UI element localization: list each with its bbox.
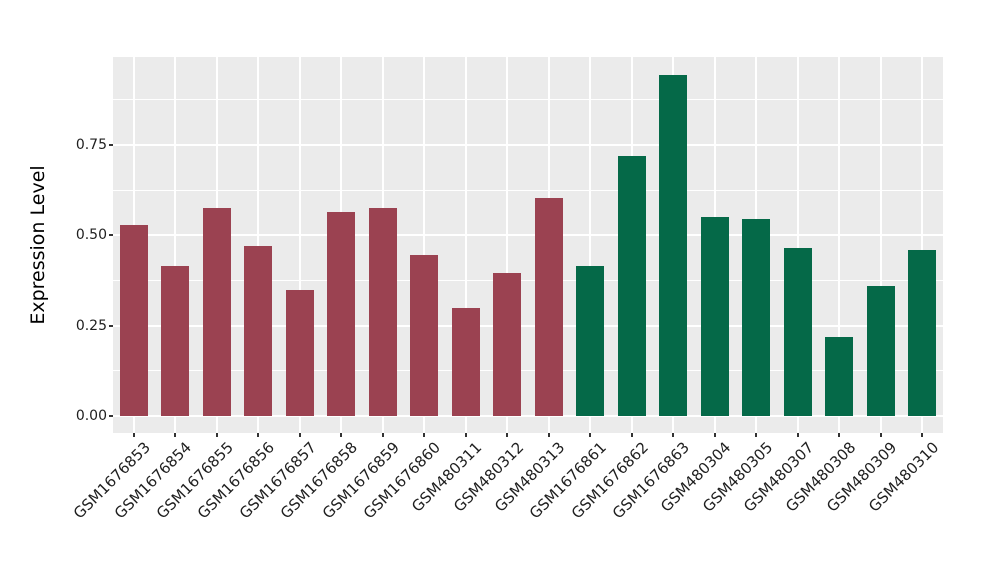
bar bbox=[285, 289, 314, 416]
x-tick-mark bbox=[838, 433, 841, 437]
x-tick-mark bbox=[257, 433, 260, 437]
x-tick-mark bbox=[174, 433, 177, 437]
bar bbox=[825, 336, 854, 416]
x-tick-mark bbox=[132, 433, 135, 437]
y-tick-mark bbox=[109, 324, 113, 327]
gridline-vertical bbox=[879, 57, 882, 433]
gridline-vertical bbox=[423, 57, 426, 433]
y-tick-label: 0.50 bbox=[75, 227, 107, 244]
bar bbox=[202, 208, 231, 416]
bar bbox=[534, 197, 563, 417]
x-tick-mark bbox=[381, 433, 384, 437]
gridline-major-horizontal bbox=[113, 234, 943, 237]
gridline-major-horizontal bbox=[113, 324, 943, 327]
x-tick-mark bbox=[672, 433, 675, 437]
gridline-vertical bbox=[921, 57, 924, 433]
gridline-minor-horizontal bbox=[113, 99, 943, 101]
bar bbox=[742, 219, 771, 417]
gridline-vertical bbox=[589, 57, 592, 433]
bar bbox=[576, 266, 605, 417]
x-tick-mark bbox=[796, 433, 799, 437]
bar bbox=[866, 285, 895, 416]
bar bbox=[700, 217, 729, 416]
bar bbox=[327, 211, 356, 416]
x-tick-mark bbox=[298, 433, 301, 437]
x-tick-mark bbox=[630, 433, 633, 437]
y-tick-label: 0.75 bbox=[75, 137, 107, 154]
x-tick-mark bbox=[713, 433, 716, 437]
gridline-vertical bbox=[796, 57, 799, 433]
gridline-vertical bbox=[298, 57, 301, 433]
y-tick-mark bbox=[109, 144, 113, 147]
x-tick-mark bbox=[464, 433, 467, 437]
y-axis-title: Expression Level bbox=[27, 165, 49, 325]
gridline-vertical bbox=[257, 57, 260, 433]
gridline-major-horizontal bbox=[113, 415, 943, 418]
gridline-vertical bbox=[838, 57, 841, 433]
bar bbox=[617, 155, 646, 416]
x-tick-mark bbox=[506, 433, 509, 437]
x-tick-mark bbox=[215, 433, 218, 437]
gridline-vertical bbox=[174, 57, 177, 433]
gridline-minor-horizontal bbox=[113, 370, 943, 372]
x-tick-mark bbox=[340, 433, 343, 437]
bar bbox=[451, 307, 480, 416]
gridline-minor-horizontal bbox=[113, 189, 943, 191]
y-tick-label: 0.25 bbox=[75, 317, 107, 334]
gridline-vertical bbox=[506, 57, 509, 433]
y-tick-label: 0.00 bbox=[75, 408, 107, 425]
bar bbox=[410, 255, 439, 416]
bar bbox=[244, 246, 273, 416]
bar bbox=[368, 208, 397, 416]
bar bbox=[659, 74, 688, 416]
bar bbox=[783, 248, 812, 417]
bar bbox=[161, 266, 190, 417]
gridline-major-horizontal bbox=[113, 144, 943, 147]
x-tick-mark bbox=[879, 433, 882, 437]
gridline-minor-horizontal bbox=[113, 280, 943, 282]
x-tick-mark bbox=[423, 433, 426, 437]
y-tick-mark bbox=[109, 234, 113, 237]
bar bbox=[119, 224, 148, 416]
bar bbox=[493, 273, 522, 416]
gridline-vertical bbox=[464, 57, 467, 433]
plot-panel bbox=[113, 57, 943, 433]
x-tick-mark bbox=[547, 433, 550, 437]
x-tick-mark bbox=[755, 433, 758, 437]
x-tick-mark bbox=[589, 433, 592, 437]
bar bbox=[908, 249, 937, 417]
y-tick-mark bbox=[109, 415, 113, 418]
x-tick-mark bbox=[921, 433, 924, 437]
